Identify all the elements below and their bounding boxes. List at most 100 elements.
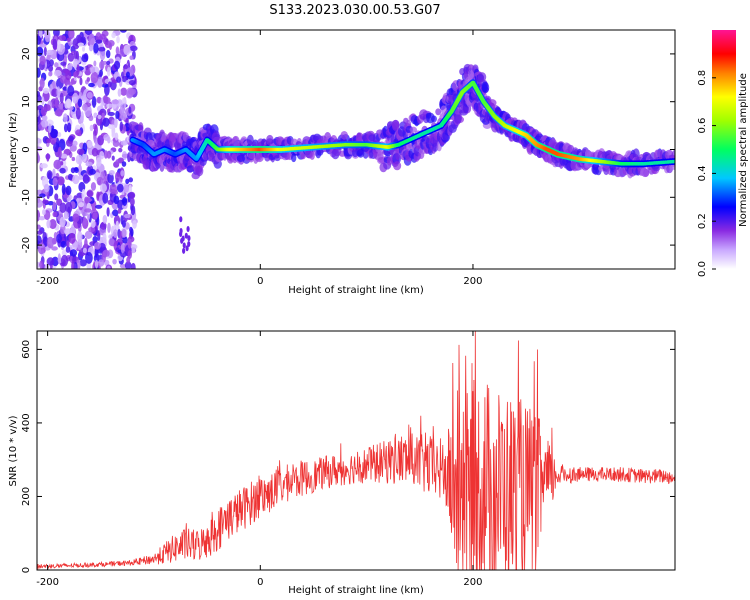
noise-blob xyxy=(91,147,99,157)
noise-blob xyxy=(47,201,54,206)
noise-blob xyxy=(103,150,108,159)
stray-blob xyxy=(187,235,191,242)
noise-blob xyxy=(52,177,58,187)
noise-blob xyxy=(59,202,67,214)
noise-blob xyxy=(106,207,110,217)
noise-blob xyxy=(95,39,103,44)
noise-blob xyxy=(57,176,65,186)
noise-blob xyxy=(107,136,111,144)
spectrogram-x-ticks: -200 0 200 xyxy=(36,30,483,287)
noise-blob xyxy=(38,30,43,39)
noise-blob xyxy=(125,71,130,78)
noise-blob xyxy=(119,263,127,269)
noise-blob xyxy=(52,38,58,50)
y-tick-label: 10 xyxy=(21,95,32,108)
noise-blob xyxy=(42,199,49,204)
noise-blob xyxy=(129,226,133,233)
noise-blob xyxy=(96,216,100,226)
noise-blob xyxy=(84,67,92,76)
noise-blob xyxy=(66,196,71,202)
noise-blob xyxy=(89,124,94,132)
stray-blob xyxy=(185,245,189,252)
noise-blob xyxy=(68,135,74,142)
noise-blob xyxy=(127,238,132,249)
ridge-core xyxy=(672,159,675,164)
noise-blob xyxy=(63,211,69,220)
noise-blob xyxy=(122,196,128,206)
noise-blob xyxy=(123,64,129,70)
noise-blob xyxy=(41,114,48,122)
noise-blob xyxy=(42,87,50,94)
noise-blob xyxy=(67,52,75,62)
noise-blob xyxy=(82,151,87,163)
noise-blob xyxy=(96,176,104,186)
noise-blob xyxy=(66,240,70,248)
noise-blob xyxy=(128,88,136,95)
noise-blob xyxy=(73,50,78,61)
noise-blob xyxy=(37,114,41,125)
noise-blob xyxy=(37,261,40,269)
noise-blob xyxy=(46,170,53,180)
stray-blob xyxy=(187,241,191,248)
noise-blob xyxy=(61,249,67,256)
noise-blob xyxy=(128,184,133,194)
noise-blob xyxy=(115,171,120,182)
noise-blob xyxy=(102,214,108,224)
noise-blob xyxy=(37,224,41,230)
colorbar-tick-label: 0.4 xyxy=(697,165,708,181)
noise-blob xyxy=(102,249,110,258)
spectrogram-panel: -200 0 200 20 10 0 -10 -20 Height of straight … xyxy=(8,29,676,296)
noise-blob xyxy=(77,231,83,243)
noise-blob xyxy=(64,228,72,235)
ridge-halo xyxy=(309,151,315,160)
noise-blob xyxy=(89,66,96,74)
ridge-halo xyxy=(430,115,437,123)
noise-blob xyxy=(61,183,66,196)
noise-blob xyxy=(129,45,138,52)
noise-blob xyxy=(78,201,84,208)
noise-blob xyxy=(122,236,128,244)
snr-background xyxy=(37,331,675,570)
noise-blob xyxy=(39,43,47,48)
noise-blob xyxy=(38,215,46,221)
colorbar-gradient xyxy=(712,30,736,269)
noise-blob xyxy=(37,151,40,163)
noise-blob xyxy=(65,185,72,196)
ridge-halo xyxy=(391,119,400,129)
noise-blob xyxy=(99,151,105,160)
noise-blob xyxy=(82,174,90,184)
ridge-halo xyxy=(340,131,348,140)
noise-blob xyxy=(66,122,72,133)
y-tick-label: -20 xyxy=(21,237,32,253)
x-tick-label: 0 xyxy=(257,577,263,588)
noise-blob xyxy=(99,183,107,193)
noise-blob xyxy=(122,97,127,104)
noise-blob xyxy=(51,246,58,251)
noise-blob xyxy=(99,60,105,70)
noise-blob xyxy=(122,220,126,228)
noise-blob xyxy=(75,107,81,120)
noise-blob xyxy=(115,159,120,166)
noise-blob xyxy=(41,96,45,106)
x-tick-label: 0 xyxy=(257,276,263,287)
noise-blob xyxy=(37,230,43,235)
noise-blob xyxy=(115,220,119,231)
noise-blob xyxy=(57,253,61,265)
noise-blob xyxy=(129,197,135,207)
noise-blob xyxy=(119,121,124,132)
noise-blob xyxy=(53,30,60,37)
noise-blob xyxy=(104,259,110,266)
x-tick-label: -200 xyxy=(36,276,59,287)
noise-blob xyxy=(117,88,122,97)
ridge-halo xyxy=(481,81,489,93)
noise-blob xyxy=(108,42,113,51)
noise-blob xyxy=(70,167,76,174)
noise-blob xyxy=(65,70,72,81)
noise-blob xyxy=(76,64,80,76)
ridge-halo xyxy=(643,168,650,177)
noise-blob xyxy=(67,30,75,39)
x-tick-label: 200 xyxy=(463,577,482,588)
noise-blob xyxy=(123,184,130,193)
colorbar-tick-label: 0.2 xyxy=(697,213,708,229)
noise-blob xyxy=(86,77,91,82)
